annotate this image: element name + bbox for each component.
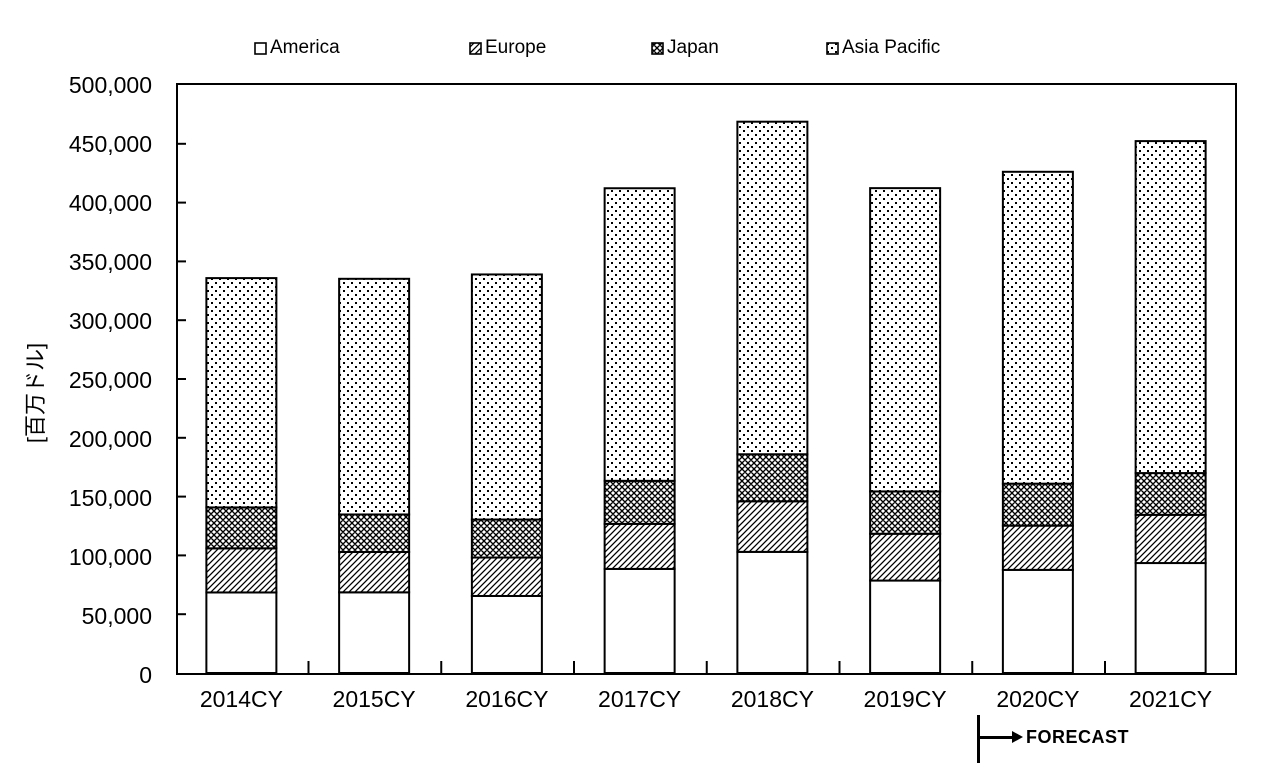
bar-segment-2020CY-america [1001, 568, 1074, 673]
legend-item-america: America [254, 37, 340, 58]
y-tick-label-400000: 400,000 [68, 190, 152, 216]
forecast-arrow-shaft [980, 736, 1013, 739]
legend-marker-japan-icon [651, 41, 664, 55]
legend-item-europe: Europe [469, 37, 547, 58]
legend-item-japan: Japan [651, 37, 719, 58]
legend-marker-asia-pacific-icon [826, 41, 839, 55]
bar-segment-2021CY-japan [1134, 472, 1207, 516]
legend-marker-america-icon [254, 41, 267, 55]
bar-segment-2015CY-japan [338, 513, 411, 553]
bar-segment-2017CY-america [603, 567, 676, 673]
bar-segment-2019CY-europe [869, 532, 942, 582]
bar-segment-2020CY-asia-pacific [1001, 170, 1074, 485]
bar-segment-2019CY-japan [869, 490, 942, 535]
y-tick-label-200000: 200,000 [68, 426, 152, 452]
bar-segment-2014CY-japan [205, 506, 278, 550]
plot-area [176, 83, 1237, 675]
x-tick-label-2015CY: 2015CY [332, 686, 416, 712]
bar-segment-2018CY-japan [736, 453, 809, 503]
y-tick-label-500000: 500,000 [68, 72, 152, 98]
legend-marker-europe-icon [469, 41, 482, 55]
x-tick-label-2021CY: 2021CY [1129, 686, 1213, 712]
x-tick-label-2019CY: 2019CY [863, 686, 947, 712]
bar-segment-2018CY-asia-pacific [736, 120, 809, 456]
legend-label-europe: Europe [485, 37, 547, 58]
x-tick-label-2020CY: 2020CY [996, 686, 1080, 712]
legend-label-japan: Japan [667, 37, 719, 58]
y-tick-label-250000: 250,000 [68, 367, 152, 393]
legend-label-america: America [270, 37, 340, 58]
legend-label-asia-pacific: Asia Pacific [842, 37, 941, 58]
x-tick-label-2014CY: 2014CY [199, 686, 283, 712]
x-tick-label-2018CY: 2018CY [730, 686, 814, 712]
bar-segment-2016CY-america [470, 594, 543, 673]
y-tick-label-150000: 150,000 [68, 485, 152, 511]
bar-segment-2017CY-asia-pacific [603, 187, 676, 482]
y-tick-label-300000: 300,000 [68, 308, 152, 334]
bar-segment-2016CY-japan [470, 518, 543, 559]
bar-segment-2017CY-europe [603, 522, 676, 570]
bar-segment-2016CY-europe [470, 556, 543, 597]
bar-segment-2018CY-europe [736, 500, 809, 553]
x-tick-label-2016CY: 2016CY [465, 686, 549, 712]
bar-segment-2019CY-asia-pacific [869, 187, 942, 493]
bar-segment-2015CY-europe [338, 550, 411, 594]
bar-segment-2018CY-america [736, 550, 809, 673]
stacked-bars-svg [178, 120, 1207, 673]
bar-segment-2019CY-america [869, 579, 942, 673]
y-tick-label-450000: 450,000 [68, 131, 152, 157]
bar-segment-2021CY-america [1134, 562, 1207, 673]
y-tick-label-350000: 350,000 [68, 249, 152, 275]
bar-segment-2017CY-japan [603, 479, 676, 525]
bar-segment-2014CY-america [205, 591, 278, 673]
bar-segment-2014CY-europe [205, 547, 278, 594]
bar-segment-2016CY-asia-pacific [470, 273, 543, 521]
forecast-divider-line [977, 715, 980, 763]
bar-segment-2021CY-asia-pacific [1134, 140, 1207, 475]
legend-item-asia-pacific: Asia Pacific [826, 37, 941, 58]
bar-segment-2020CY-europe [1001, 524, 1074, 571]
y-tick-label-100000: 100,000 [68, 544, 152, 570]
bar-segment-2015CY-america [338, 591, 411, 673]
x-tick-label-2017CY: 2017CY [598, 686, 682, 712]
forecast-arrowhead-icon [1012, 731, 1023, 743]
bar-segment-2020CY-japan [1001, 482, 1074, 527]
bar-segment-2015CY-asia-pacific [338, 277, 411, 516]
bar-segment-2014CY-asia-pacific [205, 277, 278, 509]
y-tick-label-50000: 50,000 [81, 603, 152, 629]
forecast-label: FORECAST [1026, 727, 1129, 747]
y-tick-label-0: 0 [139, 662, 152, 688]
bar-segment-2021CY-europe [1134, 513, 1207, 565]
